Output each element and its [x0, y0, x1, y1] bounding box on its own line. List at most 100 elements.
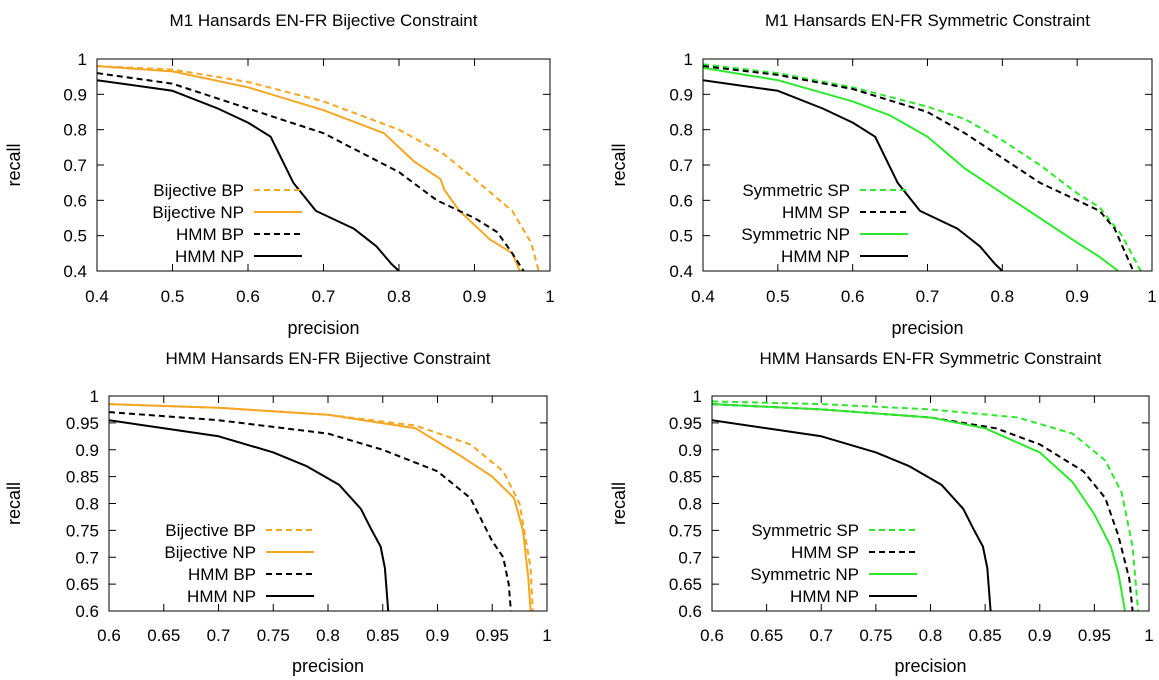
x-tick-label: 0.6	[700, 626, 724, 645]
x-axis-label: precision	[292, 656, 364, 676]
x-tick-label: 0.5	[161, 287, 185, 306]
x-tick-label: 0.6	[236, 287, 260, 306]
y-tick-label: 0.8	[63, 121, 87, 140]
legend-label: Bijective NP	[152, 203, 244, 222]
legend-label: HMM NP	[187, 587, 256, 606]
y-tick-label: 0.9	[63, 85, 87, 104]
series-line-symmetric-sp	[712, 400, 1140, 611]
x-tick-label: 0.8	[991, 287, 1015, 306]
x-tick-label: 0.6	[841, 287, 865, 306]
legend-label: Symmetric SP	[742, 181, 850, 200]
x-tick-label: 0.95	[1078, 626, 1111, 645]
legend-label: Bijective BP	[165, 521, 256, 540]
x-tick-label: 0.8	[316, 626, 340, 645]
chart-panel-3: HMM Hansards EN-FR Bijective Constraint 0…	[4, 349, 552, 676]
chart-panel-1: M1 Hansards EN-FR Bijective Constraint 0.…	[4, 11, 555, 338]
y-tick-label: 0.7	[75, 548, 99, 567]
x-tick-label: 0.9	[463, 287, 487, 306]
series-line-symmetric-np	[703, 66, 1119, 271]
y-tick-label: 0.75	[66, 521, 99, 540]
y-tick-label: 0.9	[669, 85, 693, 104]
series-line-symmetric-sp	[703, 63, 1142, 271]
y-tick-label: 0.9	[678, 441, 702, 460]
x-tick-label: 0.7	[312, 287, 336, 306]
y-tick-label: 0.8	[75, 495, 99, 514]
x-tick-label: 0.65	[147, 626, 180, 645]
legend-label: HMM BP	[188, 565, 256, 584]
chart-title: HMM Hansards EN-FR Symmetric Constraint	[760, 349, 1102, 368]
y-tick-label: 0.65	[66, 575, 99, 594]
y-tick-label: 1	[90, 387, 99, 406]
chart-panel-2: M1 Hansards EN-FR Symmetric Constraint 0.…	[609, 11, 1157, 338]
x-tick-label: 0.75	[257, 626, 290, 645]
y-tick-label: 0.95	[66, 414, 99, 433]
y-tick-label: 1	[693, 387, 702, 406]
chart-title: M1 Hansards EN-FR Bijective Constraint	[170, 11, 478, 30]
y-tick-label: 0.95	[669, 414, 702, 433]
x-tick-label: 0.6	[97, 626, 121, 645]
legend-label: HMM SP	[782, 203, 850, 222]
series-line-hmm-bp	[109, 411, 512, 611]
y-tick-label: 0.8	[669, 121, 693, 140]
y-tick-label: 0.75	[669, 521, 702, 540]
series-line-hmm-bp	[97, 72, 525, 271]
plot-frame	[711, 395, 1150, 612]
x-tick-label: 0.9	[1065, 287, 1089, 306]
x-tick-label: 0.9	[1028, 626, 1052, 645]
series-line-symmetric-np	[712, 403, 1126, 611]
chart-title: HMM Hansards EN-FR Bijective Constraint	[166, 349, 491, 368]
x-tick-label: 0.7	[207, 626, 231, 645]
y-tick-label: 0.85	[66, 468, 99, 487]
x-tick-label: 0.5	[766, 287, 790, 306]
x-tick-label: 1	[545, 287, 554, 306]
y-tick-label: 0.85	[669, 468, 702, 487]
y-tick-label: 0.7	[678, 548, 702, 567]
legend-label: HMM NP	[175, 247, 244, 266]
y-axis-label: recall	[609, 482, 629, 525]
series-line-bijective-np	[97, 65, 521, 271]
x-tick-label: 0.7	[809, 626, 833, 645]
x-tick-label: 0.95	[476, 626, 509, 645]
x-tick-label: 0.85	[366, 626, 399, 645]
y-tick-label: 0.6	[669, 191, 693, 210]
series-line-hmm-np	[703, 79, 1003, 271]
legend-label: Bijective BP	[153, 181, 244, 200]
y-tick-label: 0.8	[678, 495, 702, 514]
x-axis-label: precision	[891, 318, 963, 338]
x-tick-label: 0.65	[750, 626, 783, 645]
legend-label: HMM NP	[790, 587, 859, 606]
y-axis-label: recall	[4, 143, 24, 186]
x-axis-label: precision	[287, 318, 359, 338]
series-line-hmm-np	[97, 79, 400, 271]
x-tick-label: 0.8	[919, 626, 943, 645]
plot-frame	[702, 58, 1153, 272]
series-line-bijective-bp	[97, 65, 540, 271]
y-tick-label: 0.65	[669, 575, 702, 594]
x-tick-label: 1	[1144, 626, 1153, 645]
chart-panel-4: HMM Hansards EN-FR Symmetric Constraint 0…	[609, 349, 1154, 676]
y-tick-label: 0.6	[63, 191, 87, 210]
x-tick-label: 1	[542, 626, 551, 645]
y-tick-label: 0.5	[63, 227, 87, 246]
chart-title: M1 Hansards EN-FR Symmetric Constraint	[765, 11, 1090, 30]
x-tick-label: 0.9	[426, 626, 450, 645]
plot-frame	[108, 395, 548, 612]
y-tick-label: 1	[684, 50, 693, 69]
y-tick-label: 0.6	[75, 602, 99, 621]
x-tick-label: 0.85	[969, 626, 1002, 645]
y-tick-label: 0.6	[678, 602, 702, 621]
x-tick-label: 0.7	[916, 287, 940, 306]
legend-label: Bijective NP	[164, 543, 256, 562]
series-line-hmm-np	[109, 419, 390, 611]
y-tick-label: 1	[78, 50, 87, 69]
legend-label: HMM SP	[791, 543, 859, 562]
x-tick-label: 1	[1147, 287, 1156, 306]
series-line-hmm-np	[712, 419, 992, 611]
plot-frame	[96, 58, 551, 272]
y-axis-label: recall	[4, 482, 24, 525]
y-tick-label: 0.4	[63, 262, 87, 281]
y-tick-label: 0.9	[75, 441, 99, 460]
x-axis-label: precision	[894, 656, 966, 676]
y-tick-label: 0.7	[669, 156, 693, 175]
